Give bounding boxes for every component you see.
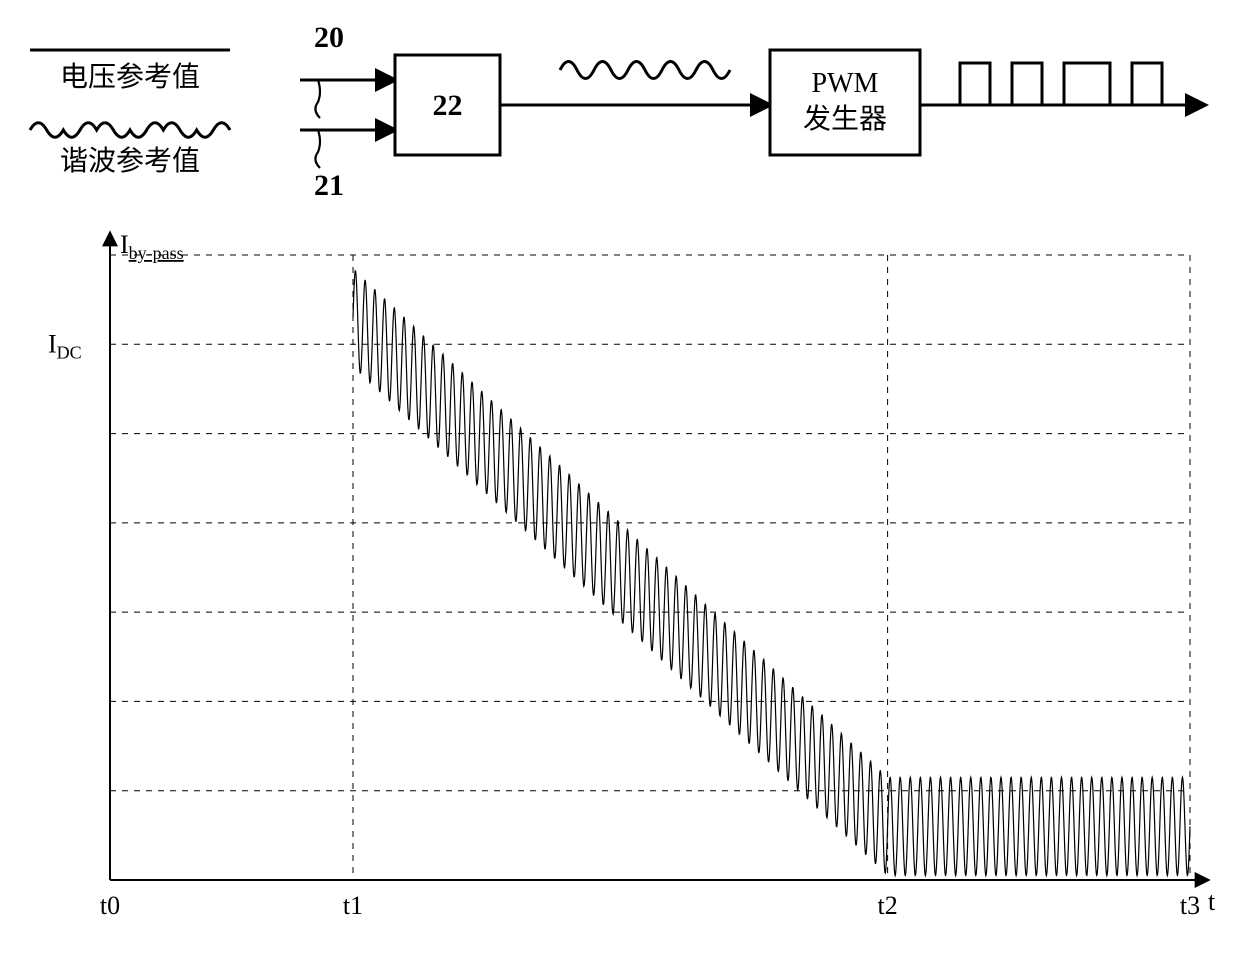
tag-20-squiggle bbox=[315, 80, 320, 118]
tag-21-squiggle bbox=[315, 130, 320, 168]
tag-21-label: 21 bbox=[314, 169, 344, 202]
x-axis-label: t bbox=[1208, 887, 1216, 916]
pwm-label-1: PWM bbox=[812, 68, 879, 99]
pwm-pulses bbox=[960, 63, 1162, 105]
bypass-current-curve bbox=[353, 271, 1190, 876]
tag-20-label: 20 bbox=[314, 21, 344, 54]
voltage-ref-label: 电压参考值 bbox=[60, 61, 200, 93]
harmonic-ref-wave bbox=[30, 123, 230, 137]
sum-block-label: 22 bbox=[433, 89, 463, 122]
idc-label: IDC bbox=[48, 329, 82, 362]
xtick-label: t0 bbox=[100, 891, 120, 920]
pwm-label-2: 发生器 bbox=[803, 103, 887, 135]
pwm-block bbox=[770, 50, 920, 155]
y-axis-label: Iby-pass bbox=[120, 230, 184, 263]
xtick-label: t2 bbox=[877, 891, 897, 920]
xtick-label: t3 bbox=[1180, 891, 1200, 920]
harmonic-ref-label: 谐波参考值 bbox=[60, 145, 200, 177]
xtick-label: t1 bbox=[343, 891, 363, 920]
intermediate-sine bbox=[560, 62, 730, 79]
